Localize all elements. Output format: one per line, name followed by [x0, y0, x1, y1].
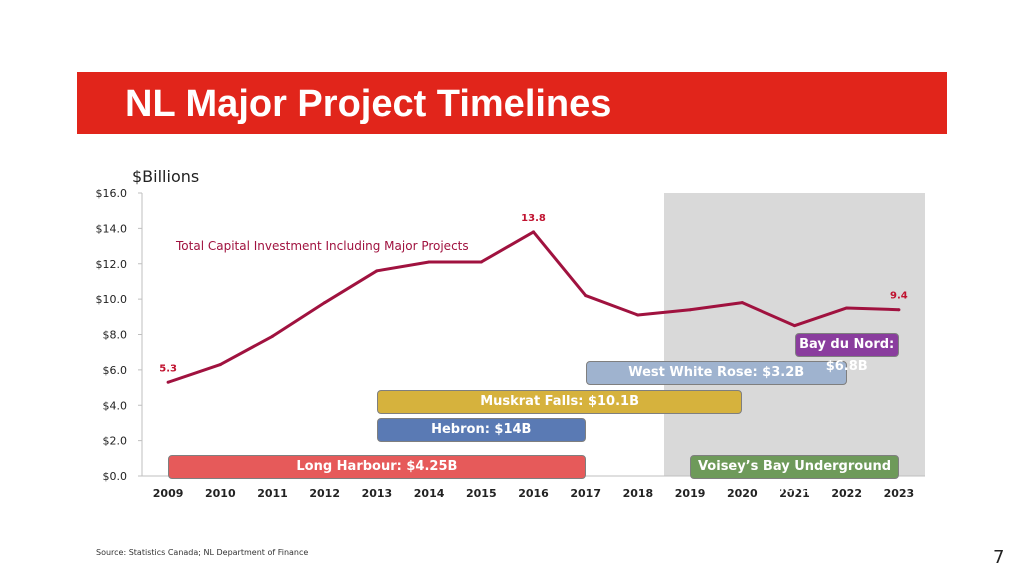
x-tick-label: 2014	[414, 487, 445, 500]
page-number: 7	[993, 547, 1005, 568]
source-note: Source: Statistics Canada; NL Department…	[96, 548, 309, 557]
x-tick-label: 2018	[623, 487, 654, 500]
slide-title: NL Major Project Timelines	[125, 83, 612, 125]
x-tick-label: 2017	[570, 487, 601, 500]
y-tick-label: $2.0	[103, 435, 128, 448]
y-tick-label: $10.0	[96, 293, 128, 306]
x-tick-label: 2023	[884, 487, 915, 500]
data-point	[636, 313, 640, 317]
y-tick-label: $8.0	[103, 329, 128, 342]
data-point	[688, 308, 692, 312]
data-label: 9.4	[890, 291, 908, 302]
data-point	[479, 260, 483, 264]
data-point	[532, 230, 535, 234]
project-bar: Hebron: $14B	[376, 418, 586, 442]
data-point	[584, 294, 588, 298]
y-tick-label: $14.0	[96, 222, 128, 235]
x-tick-label: 2009	[153, 487, 184, 500]
project-bar: Long Harbour: $4.25B	[168, 455, 586, 480]
data-label: 13.8	[521, 213, 546, 224]
x-tick-label: 2012	[309, 487, 340, 500]
project-bar: Muskrat Falls: $10.1B	[376, 389, 743, 414]
data-point	[271, 334, 274, 338]
data-point	[218, 363, 222, 367]
x-tick-label: 2020	[727, 487, 758, 500]
data-point	[166, 380, 170, 384]
data-label: 5.3	[159, 363, 177, 374]
series-label: Total Capital Investment Including Major…	[175, 239, 469, 253]
x-tick-label: 2022	[831, 487, 862, 500]
project-bar: Voisey’s Bay Underground Mine: $2B	[690, 455, 899, 496]
x-tick-label: 2010	[205, 487, 236, 500]
data-point	[323, 301, 327, 305]
y-tick-label: $4.0	[103, 399, 128, 412]
y-tick-label: $0.0	[103, 470, 128, 483]
y-tick-label: $6.0	[103, 364, 128, 377]
x-tick-label: 2013	[362, 487, 393, 500]
data-point	[897, 308, 901, 312]
data-point	[845, 306, 849, 310]
x-tick-label: 2016	[518, 487, 549, 500]
y-tick-label: $12.0	[96, 258, 128, 271]
project-bar: Bay du Nord: $6.8B	[794, 333, 899, 374]
x-tick-label: 2021	[779, 487, 810, 500]
project-bar: West White Rose: $3.2B	[585, 361, 847, 386]
x-tick-label: 2019	[675, 487, 706, 500]
x-tick-label: 2015	[466, 487, 497, 500]
title-bar: NL Major Project Timelines	[77, 72, 947, 134]
x-tick-label: 2011	[257, 487, 288, 500]
data-point	[793, 324, 796, 328]
data-point	[375, 269, 379, 273]
data-point	[740, 301, 744, 305]
data-point	[427, 260, 431, 264]
y-axis-unit-label: $Billions	[132, 167, 200, 186]
y-tick-label: $16.0	[96, 187, 128, 200]
